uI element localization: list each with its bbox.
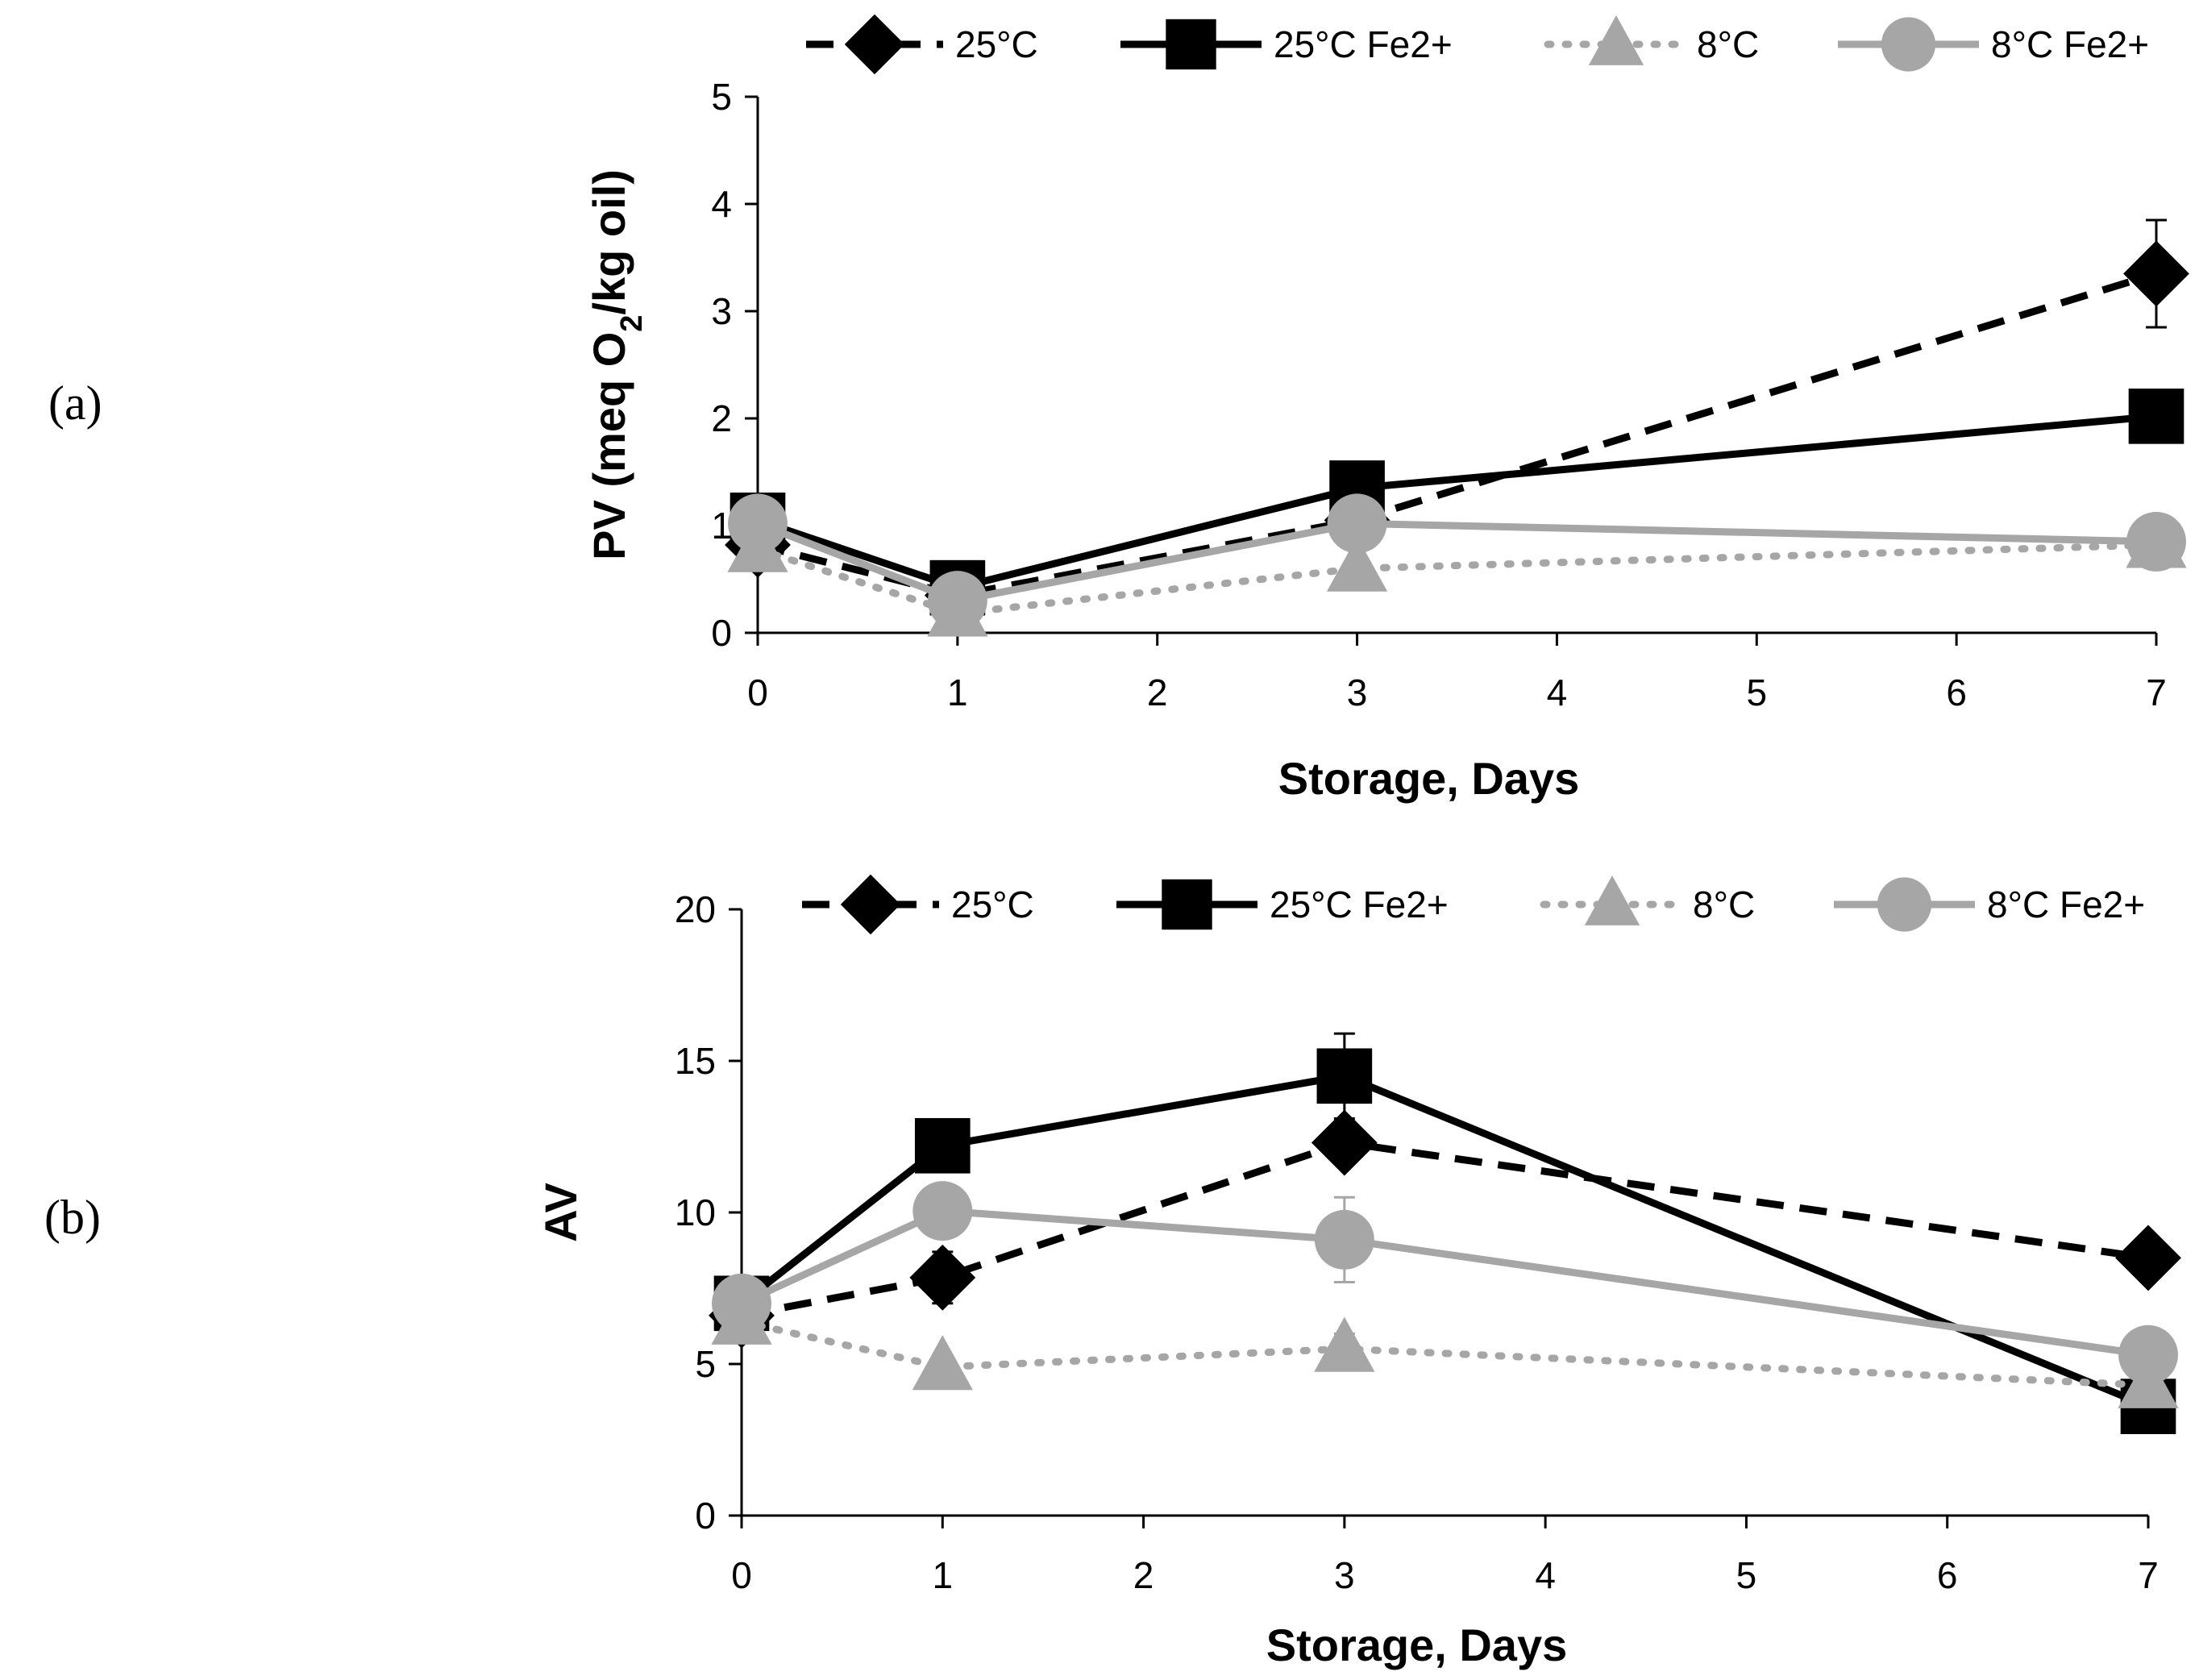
data-point-25c-fe2-b [1316,1048,1373,1104]
data-point-8c-b [1314,1316,1375,1372]
x-tick-label-a: 0 [747,672,768,713]
x-tick-label-a: 4 [1547,672,1568,713]
series-8c-fe2-a [728,493,2186,631]
data-point-8c-fe2-b [912,1181,973,1241]
data-point-8c-fe2-a [1327,493,1387,554]
x-tick-label-b: 1 [932,1554,953,1596]
x-tick-label-a: 5 [1746,672,1767,713]
x-tick-label-a: 1 [947,672,968,713]
series-line-25c-b [741,1139,2149,1320]
x-tick-label-b: 4 [1535,1554,1556,1596]
x-tick-label-b: 2 [1133,1554,1154,1596]
data-point-25c-b [909,1244,976,1311]
legend-marker-8c-b [1584,875,1640,925]
x-tick-label-b: 5 [1736,1554,1757,1596]
series-8c-fe2-b [712,1181,2178,1385]
x-tick-label-b: 3 [1334,1554,1355,1596]
legend-label-8c-a: 8°C [1697,23,1759,65]
legend-label-25c-b: 25°C [951,884,1034,925]
x-tick-label-b: 0 [731,1554,752,1596]
legend-marker-25c-fe2-b [1162,879,1212,930]
data-point-8c-a [1326,536,1388,592]
y-tick-label-b: 0 [695,1495,716,1537]
legend-b: 25°C 25°C Fe2+ 8°C 8°C Fe2+ [802,874,2145,935]
data-point-8c-fe2-b [2118,1324,2178,1385]
legend-marker-8c-fe2-a [1881,17,1936,72]
x-tick-label-b: 6 [1937,1554,1958,1596]
legend-label-25c-fe2-b: 25°C Fe2+ [1270,884,1449,925]
legend-label-25c-fe2-a: 25°C Fe2+ [1274,23,1453,65]
data-point-8c-fe2-a [728,493,788,554]
data-point-8c-fe2-a [2126,511,2186,572]
y-tick-label-a: 5 [711,76,732,118]
y-tick-label-a: 0 [711,612,732,654]
legend-label-8c-fe2-b: 8°C Fe2+ [1987,884,2145,925]
y-tick-label-b: 10 [675,1191,716,1233]
data-point-8c-b [912,1335,973,1391]
data-point-25c-fe2-a [2128,389,2184,444]
y-axis-title-sub-a: 2 [615,315,649,332]
data-point-25c-a [2123,240,2189,307]
panel-label-b: (b) [44,1191,101,1244]
series-line-8c-b [738,1317,2152,1389]
y-axis-title-tail-a: /kg oil) [584,169,634,314]
y-axis-title-a: PV (meq O2/kg oil) [584,169,649,560]
x-tick-label-a: 6 [1946,672,1967,713]
y-axis-title-main-b: AV [535,1183,586,1242]
x-tick-label-a: 7 [2146,672,2167,713]
series-line-25c-a [756,270,2158,599]
data-point-25c-b [1311,1109,1378,1176]
legend-label-25c-a: 25°C [955,23,1038,65]
x-tick-label-b: 7 [2138,1554,2159,1596]
x-axis-title-a: Storage, Days [1278,753,1580,804]
panel-label-a: (a) [48,376,102,430]
y-axis-title-b: AV [535,1183,586,1242]
legend-marker-8c-fe2-b [1877,877,1932,932]
series-8c-b [711,1289,2179,1408]
legend-marker-25c-b [840,874,901,935]
legend-label-8c-fe2-a: 8°C Fe2+ [1991,23,2149,65]
x-tick-label-a: 3 [1347,672,1368,713]
x-tick-label-a: 2 [1147,672,1168,713]
data-point-25c-fe2-b [914,1117,971,1174]
y-axis-title-main-a: PV (meq O [584,332,634,560]
series-line-25c-fe2-a [756,412,2157,592]
y-tick-label-a: 2 [711,397,732,439]
legend-marker-8c-a [1588,15,1644,65]
legend-marker-25c-fe2-a [1166,19,1216,70]
legend-a: 25°C 25°C Fe2+ 8°C 8°C Fe2+ [806,14,2149,75]
y-tick-label-b: 15 [675,1040,716,1082]
x-axis-title-b: Storage, Days [1266,1620,1568,1670]
data-point-8c-fe2-b [1314,1209,1374,1270]
series-line-25c-fe2-b [739,1072,2150,1410]
legend-label-8c-b: 8°C [1693,884,1755,925]
y-tick-label-a: 3 [711,290,732,332]
series-line-8c-a [754,541,2160,618]
data-point-8c-fe2-a [927,571,987,631]
data-point-8c-fe2-b [712,1273,771,1333]
legend-marker-25c-a [844,14,905,75]
y-tick-label-a: 4 [711,183,732,225]
data-point-25c-b [2115,1225,2181,1291]
y-tick-label-b: 5 [695,1343,716,1385]
series-line-8c-fe2-b [740,1207,2149,1359]
series-line-8c-fe2-a [756,519,2157,605]
y-tick-label-b: 20 [675,888,716,930]
